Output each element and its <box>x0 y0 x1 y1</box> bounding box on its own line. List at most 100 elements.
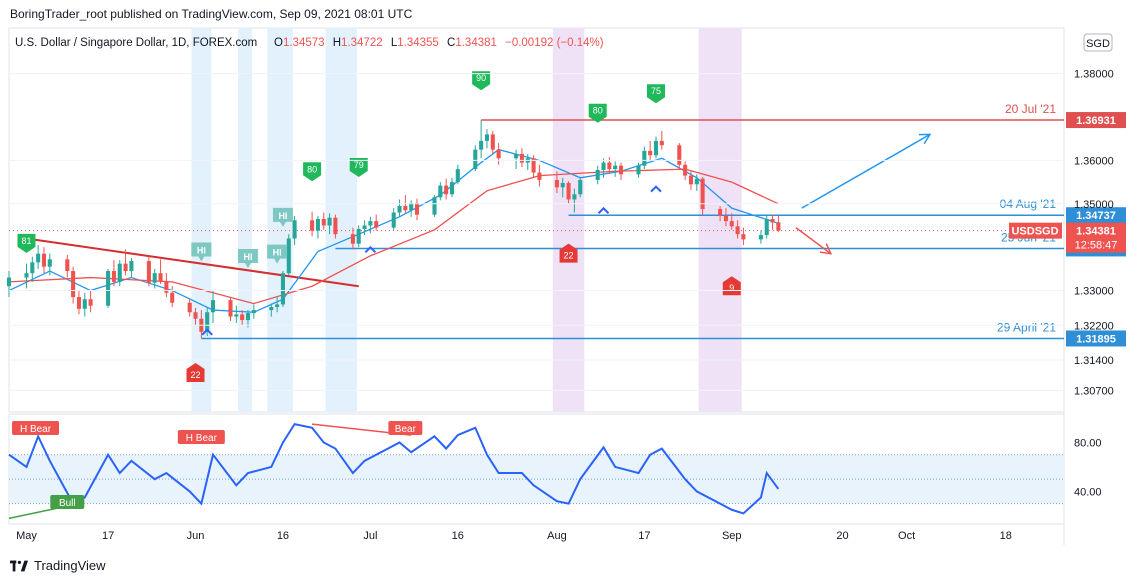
candle-body <box>292 220 297 239</box>
time-tick-label: Oct <box>898 530 915 542</box>
candle-body <box>607 162 612 170</box>
candle-body <box>414 202 420 215</box>
candle-body <box>397 205 402 213</box>
overbought-marker <box>17 233 36 253</box>
rsi-value-label: 9 <box>729 283 734 293</box>
time-tick-label: 17 <box>638 530 650 542</box>
symbol-tag <box>1009 222 1062 239</box>
candle-body <box>228 300 233 317</box>
candle-body <box>362 225 367 229</box>
divergence-label: Bull <box>59 498 76 509</box>
main-pane-border <box>8 27 1065 413</box>
last-price-value: 1.34381 <box>1076 226 1116 238</box>
highlight-bands <box>191 28 742 412</box>
price-tick-label: 1.31400 <box>1074 355 1114 367</box>
rsi-value-label: 22 <box>564 251 574 261</box>
candle-body <box>280 273 285 305</box>
candles <box>6 120 781 339</box>
svg-text:O1.34573 H1.34722: O1.34573 H1.34722 L1.34355 C1.34381 −0.0… <box>274 37 604 49</box>
candle-body <box>519 153 524 163</box>
hi-marker <box>191 242 212 262</box>
swing-chevron-icon <box>650 185 662 193</box>
tradingview-brand[interactable]: TradingView <box>10 558 106 573</box>
level-price-tag <box>1066 112 1126 129</box>
candle-body <box>648 150 653 156</box>
symbol-title: U.S. Dollar / Singapore Dollar, 1D, FORE… <box>15 37 257 49</box>
candle-body <box>449 182 455 195</box>
candle-body <box>146 261 151 283</box>
candle-body <box>170 292 175 303</box>
hi-label: HI <box>273 248 282 258</box>
candle-body <box>65 259 70 272</box>
highlight-band <box>238 28 253 412</box>
trendline <box>26 237 359 288</box>
candle-body <box>164 281 169 293</box>
price-tick-label: 1.30700 <box>1074 385 1114 397</box>
divergence-label: H Bear <box>186 433 218 444</box>
hi-marker <box>272 207 293 227</box>
down-arrow-line <box>795 227 832 255</box>
candle-body <box>578 179 583 195</box>
candle-body <box>82 299 87 309</box>
level-label: 29 April '21 <box>997 320 1056 334</box>
candle-body <box>210 300 216 313</box>
candle-body <box>71 271 76 298</box>
rsi-line <box>8 422 780 515</box>
candle-body <box>613 165 618 170</box>
high-value: 1.34722 <box>341 37 383 49</box>
time-tick-label: 17 <box>102 530 114 542</box>
symbol-tag-label: USDSGD <box>1011 226 1058 238</box>
level-price-tag-value: 1.36931 <box>1076 115 1116 127</box>
time-tick-label: 20 <box>836 530 848 542</box>
candle-body <box>432 197 437 215</box>
candle-body <box>758 235 763 240</box>
candle-body <box>444 185 449 195</box>
candle-body <box>275 304 280 308</box>
rsi-value-label: 79 <box>354 160 364 170</box>
candle-body <box>683 164 688 176</box>
high-label: H <box>333 37 341 49</box>
candle-body <box>595 169 600 180</box>
candle-body <box>187 302 192 313</box>
projection-arrows <box>795 133 932 255</box>
candle-body <box>688 175 694 185</box>
candle-body <box>356 228 361 244</box>
time-tick-label: 18 <box>1000 530 1012 542</box>
time-tick-label: May <box>16 530 37 542</box>
hi-label: HI <box>197 246 206 256</box>
close-label: C <box>447 37 455 49</box>
candle-body <box>409 202 414 211</box>
candle-body <box>741 234 746 240</box>
hi-marker <box>237 249 258 269</box>
candle-body <box>514 153 519 159</box>
level-price-tag-value: 1.31895 <box>1076 333 1116 345</box>
candle-body <box>496 149 501 159</box>
candle-body <box>327 217 332 226</box>
candle-body <box>566 182 571 200</box>
candle-body <box>88 299 93 306</box>
rsi-band-fill <box>9 454 1064 504</box>
swing-chevron-icon <box>597 206 610 215</box>
ema-slow-line <box>8 168 779 305</box>
open-value: 1.34573 <box>283 37 325 49</box>
time-tick-label: Sep <box>722 530 742 542</box>
candle-body <box>531 158 536 173</box>
time-tick-label: 16 <box>277 530 289 542</box>
swing-chevron-icon <box>201 328 213 336</box>
bear-divergence-tag <box>177 430 225 444</box>
candle-body <box>240 314 245 321</box>
currency-button-label[interactable]: SGD <box>1086 38 1110 50</box>
overbought-marker <box>646 84 665 104</box>
time-tick-label: 16 <box>452 530 464 542</box>
candle-body <box>24 273 29 278</box>
candle-body <box>350 234 355 244</box>
candle-body <box>729 221 734 227</box>
tradingview-logo-icon <box>10 560 28 571</box>
overbought-marker <box>349 157 368 177</box>
currency-button[interactable]: SGD <box>1083 33 1113 52</box>
candle-body <box>677 145 682 165</box>
candle-body <box>659 140 664 146</box>
